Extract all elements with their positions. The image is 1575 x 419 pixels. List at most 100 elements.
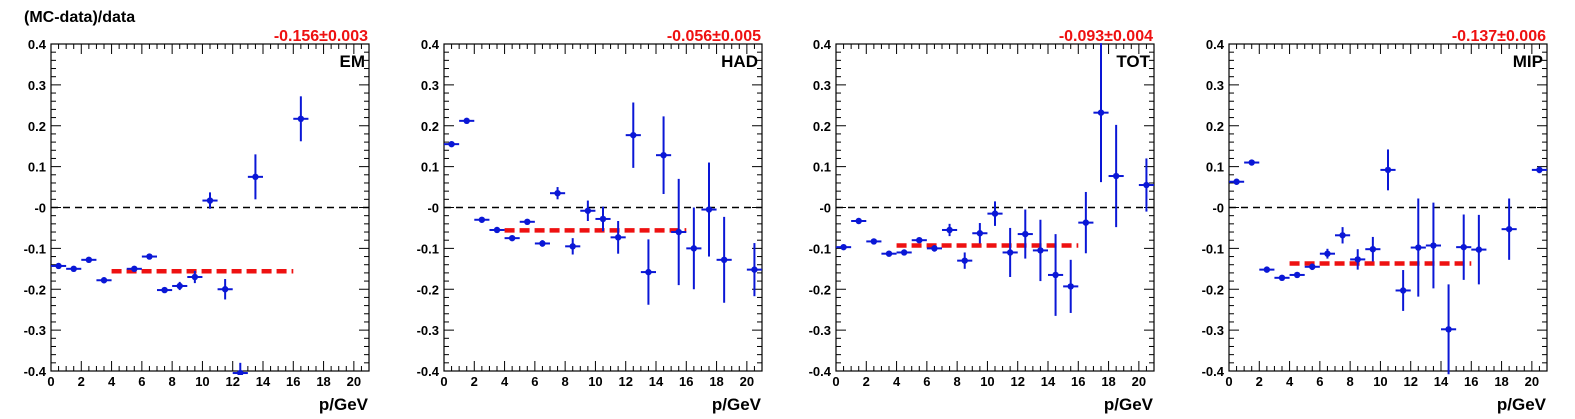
data-point — [217, 279, 233, 300]
y-tick-label: 0.2 — [421, 119, 439, 134]
y-tick-label: 0.1 — [421, 160, 439, 175]
y-tick-label: 0.3 — [1206, 78, 1224, 93]
data-point — [1471, 214, 1487, 285]
data-point — [686, 207, 702, 290]
data-point — [157, 286, 173, 294]
data-point — [51, 262, 67, 270]
point-marker — [146, 253, 153, 260]
x-axis-label: p/GeV — [1497, 395, 1547, 414]
x-tick-label: 0 — [832, 374, 839, 389]
y-tick-label: 0.2 — [1206, 119, 1224, 134]
point-marker — [237, 369, 244, 375]
data-point — [625, 102, 641, 168]
data-point — [1531, 166, 1547, 174]
y-tick-label: 0.4 — [1206, 37, 1225, 52]
point-marker — [1339, 232, 1346, 239]
point-marker — [131, 265, 138, 273]
y-axis-label: (MC-data)/data — [24, 9, 135, 26]
data-point — [1063, 259, 1079, 313]
data-point — [671, 178, 687, 286]
data-point — [1108, 124, 1124, 228]
data-point — [1319, 248, 1335, 259]
point-marker — [1263, 266, 1271, 273]
data-points — [1229, 149, 1547, 375]
x-tick-label: 4 — [893, 374, 901, 389]
data-point — [580, 200, 596, 221]
y-tick-label: -0.3 — [1202, 323, 1224, 338]
data-point — [66, 265, 82, 273]
point-marker — [1475, 246, 1483, 253]
data-point — [656, 116, 672, 195]
x-axis-label: p/GeV — [1104, 395, 1154, 414]
x-tick-label: 8 — [1347, 374, 1354, 389]
x-tick-label: 6 — [923, 374, 930, 389]
point-marker — [870, 238, 878, 245]
y-tick-label: -0.1 — [1202, 241, 1224, 256]
point-marker — [946, 226, 953, 234]
x-tick-label: 8 — [562, 374, 569, 389]
point-marker — [297, 115, 305, 123]
data-point — [1441, 284, 1457, 375]
point-marker — [463, 117, 470, 125]
panel-had: -0.4 -0.3 -0.2 -0.1 -0 0.1 0.2 0.3 0.4 0 2 4 6 8 10 12 1… — [417, 28, 763, 414]
y-tick-label: 0.2 — [28, 119, 46, 134]
data-point — [550, 187, 566, 200]
x-tick-label: 6 — [1316, 374, 1323, 389]
point-marker — [1399, 287, 1407, 294]
data-point — [232, 362, 248, 375]
point-marker — [539, 240, 546, 247]
y-tick-label: 0.3 — [28, 78, 46, 93]
data-point — [851, 217, 867, 225]
data-point — [1304, 263, 1320, 271]
y-tick-label: -0.3 — [417, 323, 439, 338]
x-tick-label: 20 — [1132, 374, 1146, 389]
data-points — [444, 102, 762, 305]
x-tick-label: 14 — [256, 374, 271, 389]
data-point — [957, 252, 973, 269]
point-marker — [55, 262, 62, 270]
x-tick-label: 16 — [1464, 374, 1478, 389]
y-tick-label: 0.1 — [1206, 160, 1224, 175]
point-marker — [1067, 283, 1074, 290]
data-point — [141, 253, 157, 260]
y-tick-label: -0.1 — [809, 241, 831, 256]
data-point — [640, 239, 656, 305]
x-tick-label: 0 — [440, 374, 447, 389]
x-tick-label: 2 — [1256, 374, 1263, 389]
data-point — [126, 265, 142, 273]
y-tick-label: -0.4 — [809, 364, 832, 379]
point-marker — [1460, 243, 1467, 251]
point-marker — [751, 266, 758, 273]
x-tick-label: 18 — [1101, 374, 1115, 389]
y-tick-label: 0.4 — [813, 37, 832, 52]
data-point — [534, 240, 550, 247]
y-tick-label: -0.1 — [417, 241, 439, 256]
data-points — [836, 43, 1154, 316]
fit-result-label: -0.056±0.005 — [667, 28, 761, 45]
y-tick-label: -0.2 — [417, 282, 439, 297]
data-point — [1017, 209, 1033, 259]
point-marker — [900, 249, 908, 256]
point-marker — [991, 210, 999, 217]
y-tick-label: -0.4 — [1202, 364, 1225, 379]
data-point — [1350, 249, 1366, 270]
panels: -0.4 -0.3 -0.2 -0.1 -0 0.1 0.2 0.3 0.4 0 2 4 6 8 10 12 1… — [24, 28, 1548, 414]
fit-result-label: -0.093±0.004 — [1059, 28, 1153, 45]
point-marker — [1309, 263, 1316, 270]
x-tick-label: 8 — [169, 374, 176, 389]
data-point — [1093, 43, 1109, 183]
x-tick-label: 0 — [47, 374, 54, 389]
x-tick-label: 2 — [471, 374, 478, 389]
data-point — [444, 140, 460, 148]
y-tick-label: 0.1 — [28, 160, 46, 175]
data-point — [926, 245, 942, 252]
y-tick-label: 0.4 — [421, 37, 440, 52]
y-tick-label: -0.4 — [417, 364, 440, 379]
x-tick-label: 10 — [980, 374, 994, 389]
point-marker — [1505, 225, 1513, 233]
data-point — [746, 243, 762, 297]
point-marker — [840, 243, 847, 251]
y-tick-label: -0 — [34, 201, 46, 216]
y-tick-label: -0 — [1212, 201, 1224, 216]
y-tick-label: 0.3 — [421, 78, 439, 93]
